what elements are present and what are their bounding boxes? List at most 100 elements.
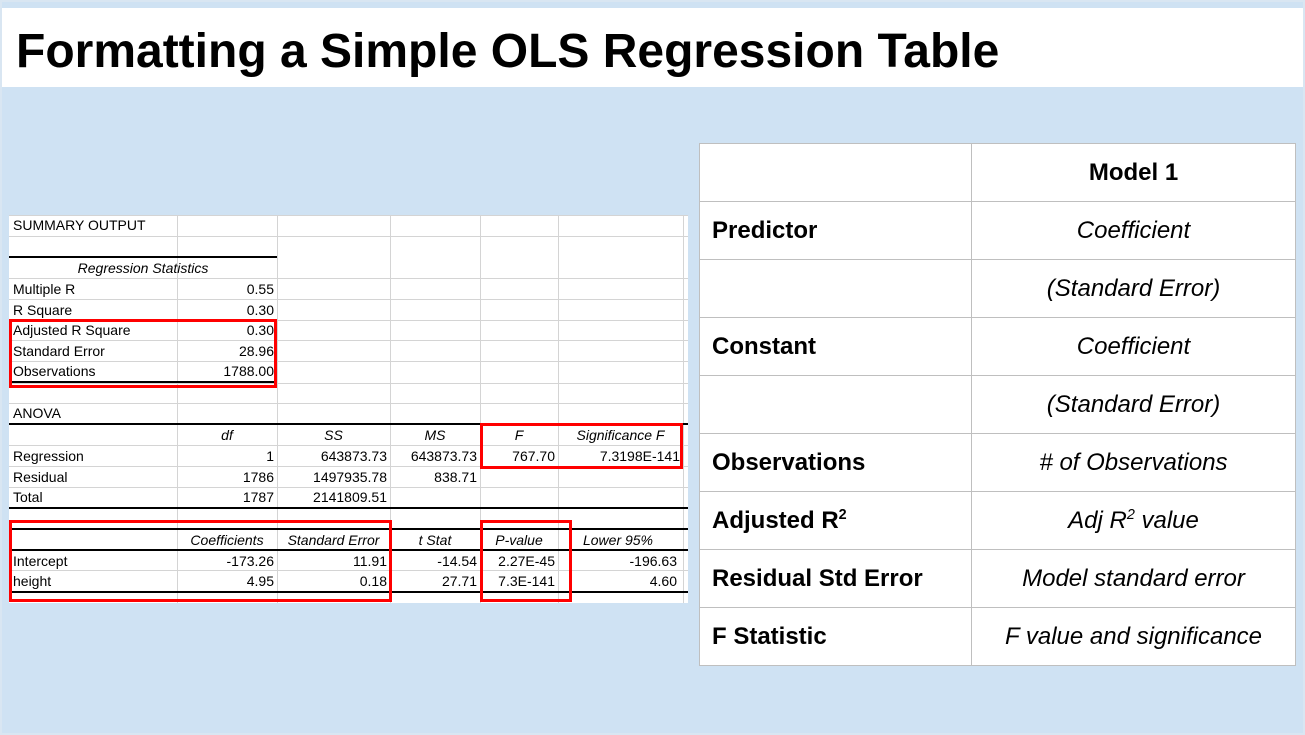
coef-header: t Stat: [418, 532, 452, 548]
anova-header: F: [514, 427, 524, 443]
anova-header: df: [221, 427, 233, 443]
grid-line: [277, 215, 278, 603]
grid-line: [9, 487, 688, 488]
anova-cell: 1: [266, 448, 274, 464]
stat-label: R Square: [13, 302, 73, 318]
header-empty-cell: [699, 143, 972, 202]
anova-cell: 838.71: [434, 469, 477, 485]
formatted-regression-table: Model 1 Predictor Coefficient (Standard …: [699, 143, 1296, 666]
row-label: Adjusted R2: [699, 491, 972, 550]
title-bar: Formatting a Simple OLS Regression Table: [2, 8, 1303, 87]
table-rule: [9, 528, 688, 530]
anova-header: SS: [324, 427, 343, 443]
coef-cell: 7.3E-141: [498, 573, 555, 589]
grid-line: [9, 361, 688, 362]
anova-row-label: Regression: [13, 448, 84, 464]
row-label: F Statistic: [699, 607, 972, 666]
anova-row-label: Total: [13, 489, 43, 505]
anova-cell: 1787: [242, 489, 274, 505]
row-value: # of Observations: [971, 433, 1296, 492]
anova-header: Significance F: [576, 427, 665, 443]
row-value: (Standard Error): [971, 375, 1296, 434]
anova-cell: 7.3198E-141: [599, 448, 680, 464]
coef-header: Coefficients: [190, 532, 264, 548]
coef-cell: -173.26: [226, 553, 274, 569]
row-value: F value and significance: [971, 607, 1296, 666]
excel-summary-output: SUMMARY OUTPUT Regression Statistics Mul…: [9, 215, 688, 603]
coef-row-label: height: [13, 573, 52, 589]
row-label: Predictor: [699, 201, 972, 260]
stat-label: Standard Error: [13, 343, 105, 359]
coef-cell: 27.71: [441, 573, 477, 589]
grid-line: [9, 383, 688, 384]
anova-cell: 1786: [242, 469, 274, 485]
table-rule: [9, 549, 688, 551]
table-row: Predictor Coefficient: [699, 201, 1296, 260]
row-label: [699, 375, 972, 434]
coef-cell: 4.60: [649, 573, 677, 589]
stat-value: 1788.00: [223, 363, 274, 379]
coef-cell: -14.54: [437, 553, 477, 569]
coef-cell: 2.27E-45: [498, 553, 555, 569]
superscript: 2: [1126, 506, 1135, 523]
anova-header: MS: [424, 427, 446, 443]
row-label: [699, 259, 972, 318]
grid-line: [9, 403, 688, 404]
stat-value: 0.30: [246, 322, 274, 338]
coef-cell: 4.95: [246, 573, 274, 589]
row-value: Adj R2 value: [971, 491, 1296, 550]
coef-cell: 11.91: [353, 553, 387, 569]
table-rule: [9, 423, 688, 425]
table-rule: [9, 256, 277, 258]
summary-output-label: SUMMARY OUTPUT: [13, 217, 146, 233]
table-row: Observations # of Observations: [699, 433, 1296, 492]
value-suffix: value: [1134, 506, 1199, 534]
row-label: Constant: [699, 317, 972, 376]
row-label: Observations: [699, 433, 972, 492]
grid-line: [9, 570, 688, 571]
highlight-box-coefficients: [9, 520, 392, 602]
coef-header: Lower 95%: [582, 532, 654, 548]
grid-line: [390, 215, 391, 603]
regression-statistics-label: Regression Statistics: [77, 260, 209, 276]
table-row: Constant Coefficient: [699, 317, 1296, 376]
row-value: Model standard error: [971, 549, 1296, 608]
anova-cell: 2141809.51: [313, 489, 387, 505]
row-label: Residual Std Error: [699, 549, 972, 608]
table-row: Model 1: [699, 143, 1296, 202]
coef-header: P-value: [495, 532, 543, 548]
stat-value: 0.55: [246, 281, 274, 297]
slide-title: Formatting a Simple OLS Regression Table: [16, 25, 1000, 78]
stat-value: 28.96: [238, 343, 274, 359]
table-row: Adjusted R2 Adj R2 value: [699, 491, 1296, 550]
highlight-box-p-value: [480, 520, 572, 602]
anova-cell: 1497935.78: [313, 469, 387, 485]
superscript: 2: [838, 506, 847, 523]
grid-line: [9, 278, 688, 279]
row-value: Coefficient: [971, 317, 1296, 376]
table-rule: [9, 591, 688, 593]
table-row: Residual Std Error Model standard error: [699, 549, 1296, 608]
stat-label: Adjusted R Square: [13, 322, 131, 338]
grid-line: [9, 320, 688, 321]
highlight-box-f-stat: [480, 423, 683, 469]
stat-value: 0.30: [246, 302, 274, 318]
anova-label: ANOVA: [13, 405, 61, 421]
coef-header: Standard Error: [287, 532, 380, 548]
adjusted-r-label: Adjusted R: [712, 506, 839, 534]
stat-label: Multiple R: [13, 281, 76, 297]
anova-cell: 767.70: [512, 448, 555, 464]
coef-row-label: Intercept: [13, 553, 68, 569]
anova-cell: 643873.73: [410, 448, 477, 464]
grid-line: [558, 215, 559, 603]
adj-r-value-text: Adj R: [1068, 506, 1127, 534]
grid-line: [9, 445, 688, 446]
highlight-box-model-stats: [9, 319, 277, 388]
table-row: F Statistic F value and significance: [699, 607, 1296, 666]
grid-line: [9, 236, 688, 237]
row-value: Coefficient: [971, 201, 1296, 260]
grid-line: [9, 299, 688, 300]
row-value: (Standard Error): [971, 259, 1296, 318]
grid-line: [683, 215, 684, 603]
